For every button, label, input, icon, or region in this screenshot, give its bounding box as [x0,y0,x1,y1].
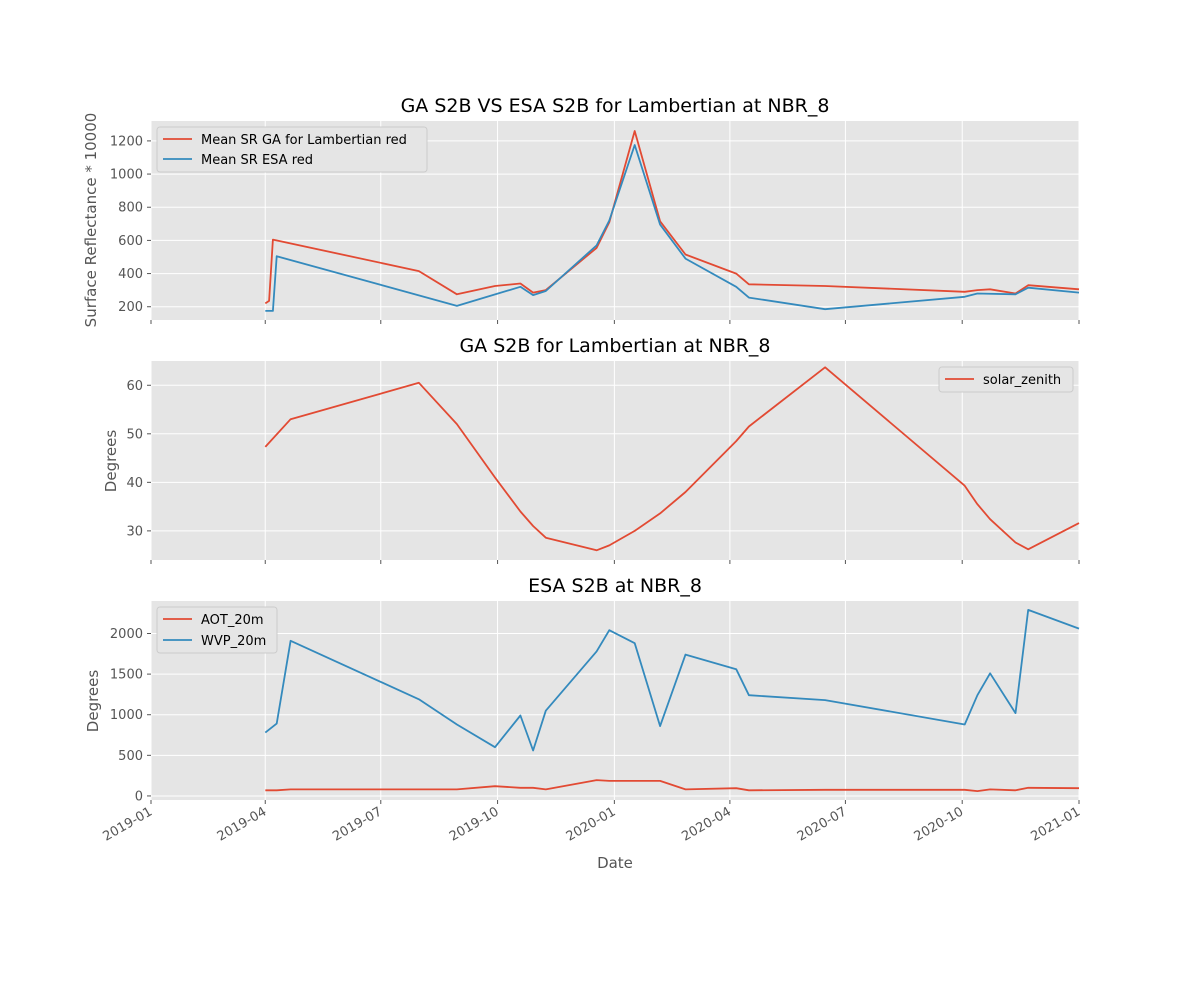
panel-2-title: GA S2B for Lambertian at NBR_8 [459,335,770,357]
panel-2-lines [264,366,1080,552]
panel-3-legend-label-aot: AOT_20m [201,613,264,628]
y-tick-label: 1200 [110,134,143,149]
y-tick-label: 0 [135,789,143,804]
panel-1-y-axis-label: Surface Reflectance * 10000 [82,113,100,328]
panel-3-title: ESA S2B at NBR_8 [528,575,702,597]
y-tick-label: 1500 [110,668,143,683]
series-line-mean-sr-esa-red [265,144,1080,312]
y-tick-label: 400 [118,267,143,282]
panel-2-legend-label-solar-zenith: solar_zenith [983,373,1061,388]
y-tick-label: 30 [126,524,143,539]
panel-2-y-ticks: 30 40 50 60 [126,379,151,539]
panel-1-legend: Mean SR GA for Lambertian red Mean SR ES… [156,126,428,173]
panel-1-y-ticks: 200 400 600 800 1000 1200 [110,134,151,315]
panel-1-lines [264,130,1080,312]
y-tick-label: 60 [126,379,143,394]
panel-2-x-ticks [150,560,1080,564]
series-line-mean-sr-ga-for-lambertian-red [264,130,1080,305]
panel-2-plot-area [151,361,1079,560]
y-tick-label: 2000 [110,627,143,642]
series-line-wvp-20m [264,609,1080,752]
y-tick-label: 1000 [110,708,143,723]
panel-1-legend-label-esa: Mean SR ESA red [201,153,313,168]
series-line-aot-20m [265,779,1080,792]
series-line-solar-zenith [264,366,1080,552]
panel-3-y-ticks: 0 500 1000 1500 2000 [110,627,151,804]
panel-3-y-axis-label: Degrees [84,670,102,733]
panel-3-plot-area [151,601,1079,800]
y-tick-label: 500 [118,749,143,764]
panel-2-grid [150,361,1080,560]
panel-3: 0 500 1000 1500 2000 ESA S2B at NBR_8 Degree… [84,575,1080,804]
panel-3-x-ticks [150,800,1080,804]
y-tick-label: 600 [118,234,143,249]
panel-2-legend: solar_zenith [938,366,1074,393]
panel-2-y-axis-label: Degrees [102,430,120,493]
y-tick-label: 1000 [110,168,143,183]
panel-3-legend: AOT_20m WVP_20m [156,606,278,654]
y-tick-label: 200 [118,300,143,315]
y-tick-label: 40 [126,476,143,491]
y-tick-label: 50 [126,427,143,442]
panel-1-title: GA S2B VS ESA S2B for Lambertian at NBR_… [401,95,830,117]
panel-2-legend-box [938,366,1074,393]
x-axis-label: Date [597,854,633,872]
panel-1: 200 400 600 800 1000 1200 GA S2B VS ESA S2B f… [82,95,1080,328]
panel-3-lines [264,609,1080,792]
y-tick-label: 800 [118,201,143,216]
panel-3-legend-label-wvp: WVP_20m [201,634,266,649]
panel-1-legend-box [156,126,428,173]
panel-1-x-ticks [150,320,1080,324]
panel-1-legend-label-ga: Mean SR GA for Lambertian red [201,133,407,148]
